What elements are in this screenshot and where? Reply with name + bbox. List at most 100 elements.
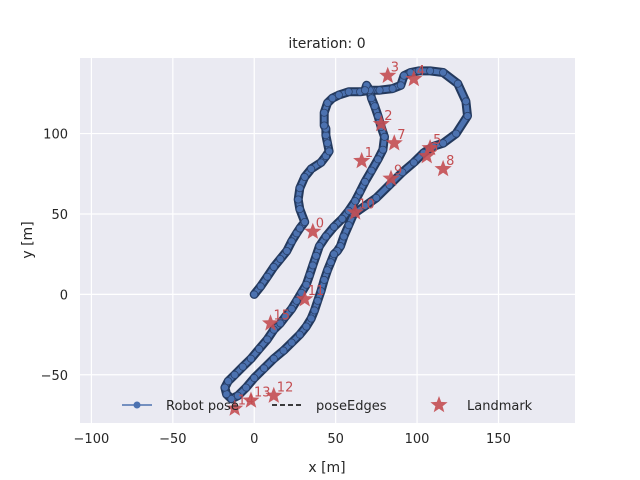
- landmark-star: [421, 139, 439, 156]
- robot-pose-point: [373, 111, 382, 120]
- robot-pose-point: [308, 261, 317, 270]
- robot-pose-point: [344, 221, 353, 230]
- legend-pose-marker: [133, 401, 141, 409]
- robot-pose-point: [222, 390, 231, 399]
- robot-pose-point: [321, 232, 330, 241]
- robot-pose-point: [320, 121, 329, 130]
- x-tick-labels: −100 −50 0 50 100 150: [74, 432, 511, 447]
- landmark-star: [265, 386, 283, 403]
- landmark-label: 11: [308, 284, 325, 299]
- robot-pose-point: [360, 201, 369, 210]
- robot-pose-point: [256, 282, 265, 291]
- robot-pose-point: [295, 330, 304, 339]
- robot-pose-point: [276, 319, 285, 328]
- robot-pose-point: [329, 222, 338, 231]
- landmark-label: 6: [430, 141, 438, 156]
- robot-pose-point: [302, 280, 311, 289]
- robot-pose-point: [295, 205, 304, 214]
- robot-pose-point: [461, 97, 470, 106]
- robot-pose-point: [269, 354, 278, 363]
- robot-pose-point: [220, 383, 229, 392]
- robot-pose-point: [238, 362, 247, 371]
- robot-pose-point: [326, 258, 335, 267]
- y-tick-labels: −50 0 50 100: [41, 128, 68, 384]
- landmark-star: [296, 290, 314, 307]
- robot-pose-point: [307, 164, 316, 173]
- x-tick-label: −50: [159, 432, 186, 447]
- robot-pose-point: [263, 335, 272, 344]
- robot-pose-point: [250, 373, 259, 382]
- landmark-star: [434, 159, 452, 177]
- landmark-label: 0: [316, 217, 324, 232]
- robot-pose-point: [463, 111, 472, 120]
- robot-pose-point: [242, 383, 251, 392]
- landmark-star: [242, 391, 260, 408]
- robot-pose-point: [233, 391, 242, 400]
- legend-label-landmark: Landmark: [467, 399, 533, 414]
- robot-pose-point: [305, 271, 314, 280]
- landmark-label: 9: [394, 164, 402, 179]
- robot-pose-point: [328, 94, 337, 103]
- robot-pose-point: [320, 275, 329, 284]
- landmark-label: 8: [446, 154, 454, 169]
- robot-pose-point: [370, 102, 379, 111]
- robot-pose-point: [316, 158, 325, 167]
- robot-pose-point: [224, 377, 233, 386]
- y-axis-label: y [m]: [20, 221, 36, 258]
- robot-pose-point: [325, 147, 334, 156]
- robot-pose-point: [307, 314, 316, 323]
- robot-pose-point: [380, 132, 389, 141]
- landmark-star: [262, 314, 280, 331]
- robot-pose-point: [300, 172, 309, 181]
- robot-pose-point: [414, 66, 423, 75]
- robot-pose-point: [287, 237, 296, 246]
- robot-pose-point: [378, 145, 387, 154]
- robot-pose-point: [372, 193, 381, 202]
- robot-pose-point: [227, 394, 236, 403]
- landmark-star: [379, 66, 397, 83]
- x-axis-label: x [m]: [308, 460, 345, 476]
- robot-pose-point: [230, 370, 239, 379]
- robot-pose-point: [373, 155, 382, 164]
- landmark-label: 2: [384, 109, 392, 124]
- robot-pose-point: [344, 87, 353, 96]
- robot-pose-point: [339, 232, 348, 241]
- robot-pose-point: [338, 214, 347, 223]
- landmark-star: [372, 114, 390, 132]
- robot-pose-point: [287, 338, 296, 347]
- legend-landmark-star: [430, 396, 448, 413]
- robot-pose-point: [367, 94, 376, 103]
- landmark-star: [382, 169, 400, 186]
- robot-pose-point: [294, 195, 303, 204]
- robot-pose-point: [439, 139, 448, 148]
- robot-pose-point: [396, 81, 405, 90]
- x-tick-label: −100: [74, 432, 110, 447]
- x-tick-label: 0: [250, 432, 258, 447]
- landmark-star: [304, 222, 322, 239]
- robot-pose-point: [312, 251, 321, 260]
- robot-pose-point: [302, 322, 311, 331]
- robot-pose-point: [329, 250, 338, 259]
- robot-pose-point: [375, 86, 384, 95]
- robot-pose-point: [313, 296, 322, 305]
- robot-pose-point: [276, 254, 285, 263]
- legend: Robot pose poseEdges Landmark: [122, 396, 533, 414]
- robot-pose-point: [269, 262, 278, 271]
- robot-pose-point: [292, 296, 301, 305]
- landmark-label: 4: [417, 64, 425, 79]
- y-tick-label: 50: [51, 208, 68, 223]
- y-tick-label: 100: [43, 128, 68, 143]
- landmark-label: 12: [277, 381, 294, 396]
- landmark-star: [385, 134, 403, 151]
- robot-pose-point: [255, 344, 264, 353]
- landmark-label: 3: [391, 61, 399, 76]
- landmark-label: 15: [274, 308, 291, 323]
- robot-pose-point: [281, 312, 290, 321]
- robot-pose-point: [439, 68, 448, 77]
- robot-pose-point: [367, 166, 376, 175]
- landmark-star: [226, 399, 244, 416]
- landmark-label: 13: [254, 386, 271, 401]
- x-tick-label: 150: [486, 432, 511, 447]
- landmark-label: 10: [358, 197, 375, 212]
